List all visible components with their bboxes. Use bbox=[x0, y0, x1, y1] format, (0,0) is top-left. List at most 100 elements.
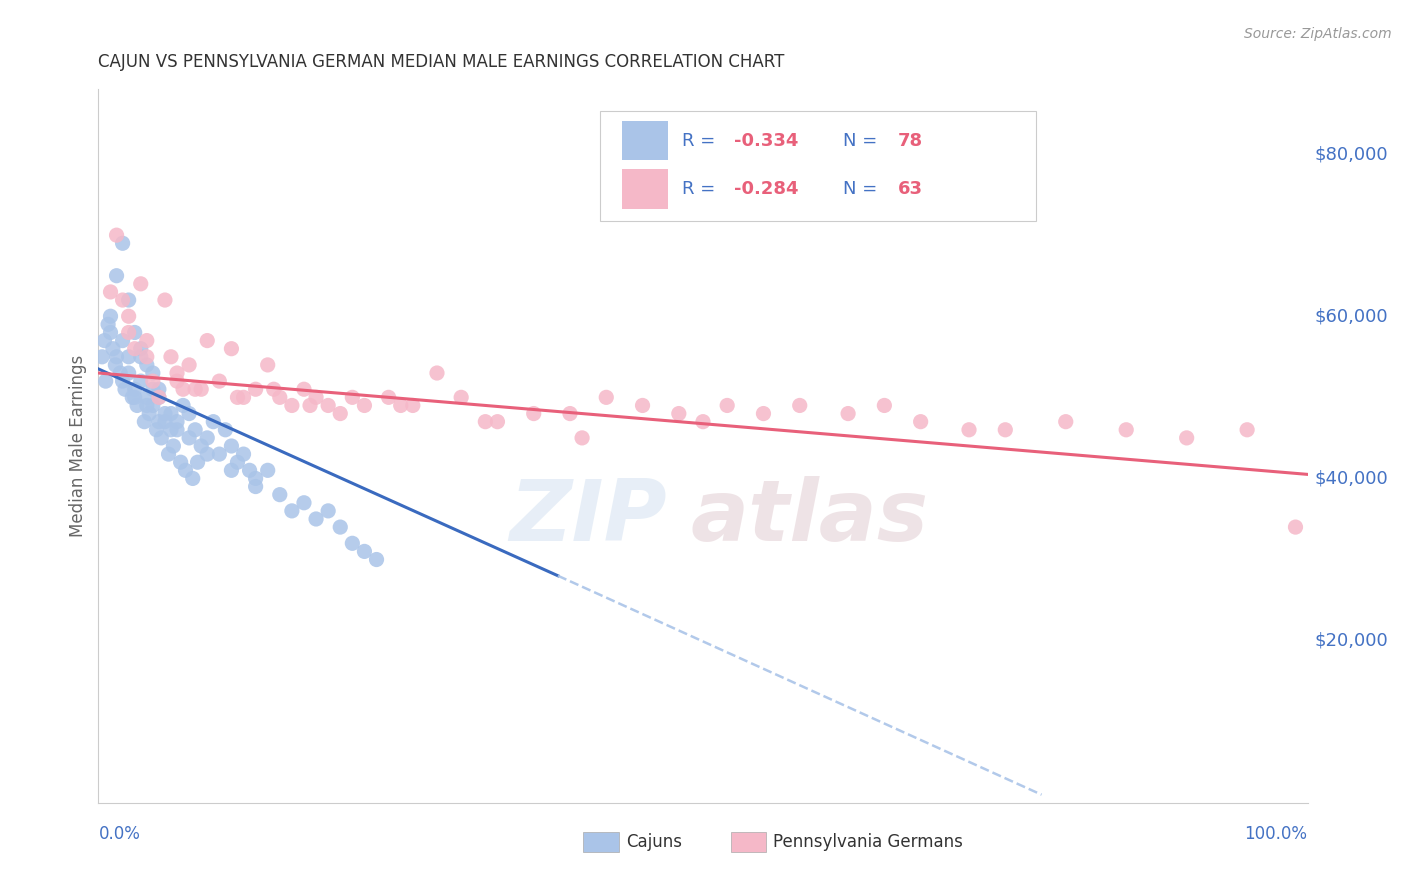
Point bbox=[1284, 520, 1306, 534]
Point bbox=[105, 268, 128, 283]
Point bbox=[281, 504, 304, 518]
Point bbox=[1054, 415, 1077, 429]
Point bbox=[135, 350, 157, 364]
Point bbox=[668, 407, 690, 421]
Point bbox=[135, 390, 157, 404]
Point bbox=[214, 423, 236, 437]
Point bbox=[245, 479, 267, 493]
Text: $20,000: $20,000 bbox=[1315, 632, 1388, 649]
Point bbox=[631, 399, 654, 413]
Point bbox=[135, 399, 157, 413]
Point bbox=[145, 423, 167, 437]
FancyBboxPatch shape bbox=[621, 121, 668, 161]
Point bbox=[166, 415, 188, 429]
Point bbox=[129, 342, 152, 356]
Point bbox=[232, 447, 254, 461]
Text: 0.0%: 0.0% bbox=[98, 825, 141, 843]
Point bbox=[474, 415, 496, 429]
Point bbox=[187, 455, 209, 469]
Point bbox=[256, 358, 278, 372]
Text: $60,000: $60,000 bbox=[1315, 307, 1388, 326]
Point bbox=[329, 407, 352, 421]
Point bbox=[195, 334, 218, 348]
Point bbox=[558, 407, 581, 421]
Y-axis label: Median Male Earnings: Median Male Earnings bbox=[69, 355, 87, 537]
Point bbox=[153, 293, 176, 307]
Point bbox=[190, 382, 212, 396]
Text: R =: R = bbox=[682, 132, 721, 150]
Point bbox=[111, 293, 134, 307]
Point bbox=[104, 358, 127, 372]
Point bbox=[105, 228, 128, 243]
Point bbox=[994, 423, 1017, 437]
Point bbox=[124, 390, 146, 404]
Point bbox=[342, 390, 364, 404]
Point bbox=[127, 399, 149, 413]
Point bbox=[129, 277, 152, 291]
Point bbox=[837, 407, 859, 421]
Point bbox=[148, 382, 170, 396]
Point bbox=[118, 350, 141, 364]
Text: N =: N = bbox=[844, 132, 883, 150]
Point bbox=[179, 431, 201, 445]
Point bbox=[118, 366, 141, 380]
Text: atlas: atlas bbox=[690, 475, 929, 559]
Point bbox=[256, 463, 278, 477]
Point bbox=[299, 399, 322, 413]
Point bbox=[263, 382, 285, 396]
Point bbox=[129, 350, 152, 364]
Point bbox=[245, 382, 267, 396]
Point bbox=[1236, 423, 1258, 437]
Point bbox=[91, 350, 114, 364]
Point bbox=[752, 407, 775, 421]
Text: N =: N = bbox=[844, 180, 883, 198]
Point bbox=[239, 463, 262, 477]
Point bbox=[910, 415, 932, 429]
Point bbox=[281, 399, 304, 413]
Point bbox=[162, 439, 184, 453]
Point bbox=[486, 415, 509, 429]
Point bbox=[184, 423, 207, 437]
Point bbox=[100, 326, 122, 340]
Point bbox=[93, 334, 115, 348]
Point bbox=[353, 544, 375, 558]
Point bbox=[789, 399, 811, 413]
Point bbox=[111, 374, 134, 388]
Point bbox=[957, 423, 980, 437]
Point bbox=[450, 390, 472, 404]
Point bbox=[121, 390, 143, 404]
Point bbox=[195, 447, 218, 461]
Point bbox=[221, 342, 243, 356]
Point bbox=[108, 366, 131, 380]
Point bbox=[166, 366, 188, 380]
Point bbox=[150, 431, 173, 445]
Point bbox=[179, 407, 201, 421]
Point bbox=[269, 488, 291, 502]
Point bbox=[269, 390, 291, 404]
Text: -0.334: -0.334 bbox=[734, 132, 799, 150]
Point bbox=[94, 374, 117, 388]
Point bbox=[523, 407, 546, 421]
Text: $40,000: $40,000 bbox=[1315, 469, 1388, 487]
Point bbox=[377, 390, 399, 404]
Text: ZIP: ZIP bbox=[509, 475, 666, 559]
Text: CAJUN VS PENNSYLVANIA GERMAN MEDIAN MALE EARNINGS CORRELATION CHART: CAJUN VS PENNSYLVANIA GERMAN MEDIAN MALE… bbox=[98, 54, 785, 71]
Point bbox=[873, 399, 896, 413]
Point bbox=[292, 496, 315, 510]
Point bbox=[692, 415, 714, 429]
Point bbox=[221, 439, 243, 453]
Point bbox=[1115, 423, 1137, 437]
Point bbox=[245, 471, 267, 485]
Point bbox=[118, 310, 141, 324]
Point bbox=[172, 382, 194, 396]
Point bbox=[366, 552, 388, 566]
Point bbox=[316, 504, 339, 518]
Point bbox=[1175, 431, 1198, 445]
Point bbox=[595, 390, 617, 404]
Point bbox=[100, 310, 122, 324]
Text: $80,000: $80,000 bbox=[1315, 145, 1388, 163]
Point bbox=[571, 431, 593, 445]
Point bbox=[160, 407, 183, 421]
Point bbox=[142, 399, 165, 413]
FancyBboxPatch shape bbox=[600, 111, 1035, 221]
